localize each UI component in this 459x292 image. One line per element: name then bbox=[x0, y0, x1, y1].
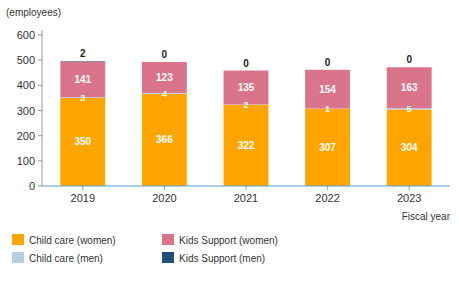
y-tick-label: 0 bbox=[29, 180, 35, 192]
legend-label: Child care (men) bbox=[29, 253, 103, 264]
y-tick bbox=[38, 110, 42, 111]
data-label: 3 bbox=[80, 93, 85, 103]
y-tick-label: 500 bbox=[17, 54, 35, 66]
bar-segment bbox=[305, 109, 350, 186]
legend: Child care (women) Child care (men) Kids S… bbox=[12, 234, 278, 264]
y-tick bbox=[38, 135, 42, 136]
bar-segment bbox=[224, 70, 269, 71]
y-tick-label: 400 bbox=[17, 79, 35, 91]
y-tick-label: 300 bbox=[17, 105, 35, 117]
data-label: 2 bbox=[80, 48, 86, 59]
x-tick-label: 2020 bbox=[152, 192, 176, 204]
data-label: 350 bbox=[74, 136, 91, 147]
bar-segment bbox=[387, 67, 432, 108]
x-axis-label: Fiscal year bbox=[402, 211, 451, 222]
data-label: 322 bbox=[238, 140, 255, 151]
data-label: 141 bbox=[74, 74, 91, 85]
x-tick-label: 2023 bbox=[397, 192, 421, 204]
y-tick bbox=[38, 160, 42, 161]
bars bbox=[60, 61, 431, 186]
data-label: 163 bbox=[401, 82, 418, 93]
x-tick-label: 2022 bbox=[315, 192, 339, 204]
y-tick bbox=[38, 85, 42, 86]
data-label: 2 bbox=[243, 100, 248, 110]
bar-segment bbox=[305, 70, 350, 109]
data-label: 1 bbox=[325, 104, 330, 114]
data-label: 135 bbox=[238, 82, 255, 93]
y-tick bbox=[38, 35, 42, 36]
legend-label: Child care (women) bbox=[29, 235, 116, 246]
bar-segment bbox=[60, 98, 105, 186]
x-tick-label: 2019 bbox=[71, 192, 95, 204]
bar-segment bbox=[60, 61, 105, 63]
legend-label: Kids Support (men) bbox=[179, 253, 265, 264]
bar-segment bbox=[387, 67, 432, 68]
x-tick bbox=[164, 186, 165, 190]
legend-swatch bbox=[162, 234, 174, 245]
legend-swatch bbox=[12, 234, 24, 245]
chart: 0100200300400500600(employees)3503141236… bbox=[0, 0, 459, 292]
legend-swatch bbox=[12, 252, 24, 263]
legend-label: Kids Support (women) bbox=[179, 235, 278, 246]
data-label: 304 bbox=[401, 142, 418, 153]
data-label: 366 bbox=[156, 134, 173, 145]
background bbox=[0, 0, 459, 292]
data-label: 0 bbox=[243, 58, 249, 69]
data-label: 307 bbox=[319, 142, 336, 153]
data-label: 0 bbox=[162, 49, 168, 60]
x-tick bbox=[246, 186, 247, 190]
x-tick-label: 2021 bbox=[234, 192, 258, 204]
data-label: 123 bbox=[156, 72, 173, 83]
y-tick-label: 100 bbox=[17, 155, 35, 167]
data-label: 0 bbox=[325, 57, 331, 68]
data-label: 0 bbox=[406, 54, 412, 65]
y-tick-label: 600 bbox=[17, 29, 35, 41]
y-tick-label: 200 bbox=[17, 130, 35, 142]
legend-swatch bbox=[162, 252, 174, 263]
y-axis-label: (employees) bbox=[6, 7, 61, 18]
x-tick bbox=[327, 186, 328, 190]
data-labels: 350 3 141 2 366 4 123 0 322 2 135 0 307 1 154 0 304 5 163 0 bbox=[74, 48, 418, 153]
bar-segment bbox=[142, 61, 187, 62]
x-tick bbox=[409, 186, 410, 190]
bar-segment bbox=[142, 94, 187, 186]
y-axis-line bbox=[42, 30, 43, 186]
bar-segment bbox=[387, 110, 432, 186]
data-label: 154 bbox=[319, 84, 336, 95]
y-tick bbox=[38, 186, 42, 187]
data-label: 5 bbox=[407, 104, 412, 114]
data-label: 4 bbox=[162, 89, 167, 99]
bar-segment bbox=[224, 105, 269, 186]
bar-segment bbox=[305, 69, 350, 70]
x-tick bbox=[82, 186, 83, 190]
y-tick bbox=[38, 60, 42, 61]
